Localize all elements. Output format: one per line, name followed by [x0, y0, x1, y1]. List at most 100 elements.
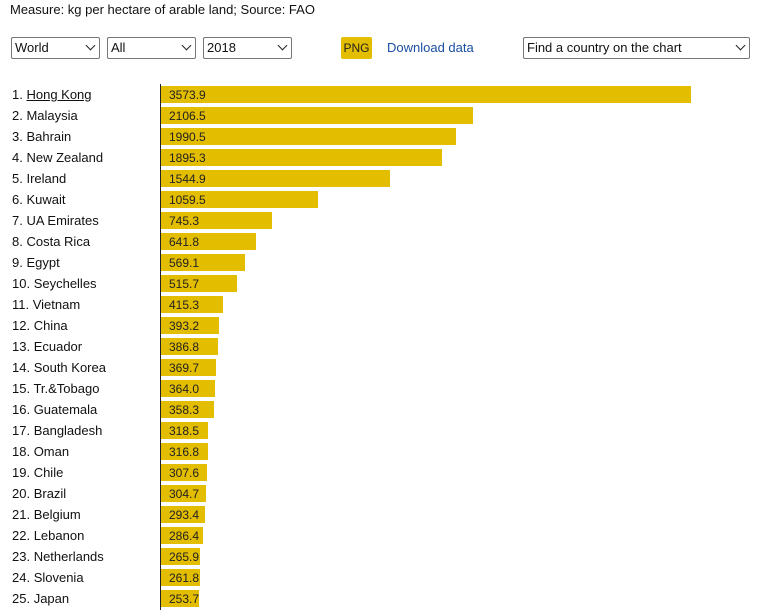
bar[interactable]: [161, 86, 691, 103]
png-button[interactable]: PNG: [341, 37, 372, 59]
bar[interactable]: [161, 380, 215, 397]
bar[interactable]: [161, 191, 318, 208]
chart-row[interactable]: 6. Kuwait 1059.5: [0, 189, 758, 210]
chart-row[interactable]: 14. South Korea 369.7: [0, 357, 758, 378]
chart-row[interactable]: 3. Bahrain 1990.5: [0, 126, 758, 147]
year-select-value: 2018: [207, 40, 236, 55]
country-name: Costa Rica: [26, 234, 91, 249]
chart-row[interactable]: 21. Belgium 293.4: [0, 504, 758, 525]
chart-row[interactable]: 23. Netherlands 265.9: [0, 546, 758, 567]
bar[interactable]: [161, 527, 203, 544]
bar[interactable]: [161, 317, 219, 334]
chart-row[interactable]: 22. Lebanon 286.4: [0, 525, 758, 546]
chart-row[interactable]: 4. New Zealand 1895.3: [0, 147, 758, 168]
rank-number: 2.: [12, 108, 27, 123]
chevron-down-icon: [277, 40, 288, 51]
bar-value-label: 369.7: [169, 361, 200, 375]
chevron-down-icon: [181, 40, 192, 51]
chart-row[interactable]: 1. Hong Kong 3573.9: [0, 84, 758, 105]
chart-row[interactable]: 9. Egypt 569.1: [0, 252, 758, 273]
region-select[interactable]: World: [11, 37, 100, 59]
chart-row[interactable]: 20. Brazil 304.7: [0, 483, 758, 504]
chart-row[interactable]: 24. Slovenia 261.8: [0, 567, 758, 588]
category-label: 25. Japan: [12, 591, 69, 606]
chart-row[interactable]: 7. UA Emirates 745.3: [0, 210, 758, 231]
country-name: Tr.&Tobago: [33, 381, 100, 396]
bar[interactable]: [161, 443, 208, 460]
country-name: Ireland: [26, 171, 67, 186]
country-name: China: [33, 318, 68, 333]
bar[interactable]: [161, 107, 473, 124]
bar[interactable]: [161, 485, 206, 502]
chart-row[interactable]: 18. Oman 316.8: [0, 441, 758, 462]
rank-number: 25.: [12, 591, 34, 606]
chart-row[interactable]: 25. Japan 253.7: [0, 588, 758, 609]
bar[interactable]: [161, 506, 205, 523]
rank-number: 6.: [12, 192, 27, 207]
year-select[interactable]: 2018: [203, 37, 292, 59]
chart-row[interactable]: 11. Vietnam 415.3: [0, 294, 758, 315]
rank-number: 14.: [12, 360, 34, 375]
rank-number: 20.: [12, 486, 34, 501]
chart-row[interactable]: 10. Seychelles 515.7: [0, 273, 758, 294]
chart-row[interactable]: 17. Bangladesh 318.5: [0, 420, 758, 441]
bar-value-label: 569.1: [169, 256, 200, 270]
country-name: Kuwait: [26, 192, 66, 207]
category-label: 16. Guatemala: [12, 402, 97, 417]
bar[interactable]: [161, 401, 214, 418]
country-name: Chile: [33, 465, 64, 480]
country-name: Netherlands: [33, 549, 104, 564]
bar[interactable]: [161, 212, 272, 229]
download-data-link[interactable]: Download data: [387, 40, 474, 55]
bar[interactable]: [161, 254, 245, 271]
chart-row[interactable]: 15. Tr.&Tobago 364.0: [0, 378, 758, 399]
bar[interactable]: [161, 569, 200, 586]
bar-value-label: 318.5: [169, 424, 200, 438]
category-label: 10. Seychelles: [12, 276, 97, 291]
category-label: 14. South Korea: [12, 360, 106, 375]
bar[interactable]: [161, 422, 208, 439]
chart-row[interactable]: 19. Chile 307.6: [0, 462, 758, 483]
bar[interactable]: [161, 464, 207, 481]
chart-row[interactable]: 2. Malaysia 2106.5: [0, 105, 758, 126]
measure-caption: Measure: kg per hectare of arable land; …: [10, 2, 315, 17]
rank-number: 7.: [12, 213, 27, 228]
chart-row[interactable]: 13. Ecuador 386.8: [0, 336, 758, 357]
bar-value-label: 386.8: [169, 340, 200, 354]
bar-value-label: 304.7: [169, 487, 200, 501]
category-label: 11. Vietnam: [12, 297, 80, 312]
category-label: 15. Tr.&Tobago: [12, 381, 99, 396]
chart-row[interactable]: 5. Ireland 1544.9: [0, 168, 758, 189]
chart-row[interactable]: 8. Costa Rica 641.8: [0, 231, 758, 252]
bar[interactable]: [161, 359, 216, 376]
category-label: 18. Oman: [12, 444, 69, 459]
rank-number: 11.: [12, 297, 33, 312]
category-label: 24. Slovenia: [12, 570, 84, 585]
bar-value-label: 1990.5: [169, 130, 206, 144]
country-name: Vietnam: [32, 297, 81, 312]
bar-value-label: 358.3: [169, 403, 200, 417]
bar[interactable]: [161, 338, 218, 355]
group-select[interactable]: All: [107, 37, 196, 59]
rank-number: 5.: [12, 171, 27, 186]
bar[interactable]: [161, 128, 456, 145]
country-name: Malaysia: [26, 108, 78, 123]
chart-row[interactable]: 16. Guatemala 358.3: [0, 399, 758, 420]
bar-value-label: 2106.5: [169, 109, 206, 123]
rank-number: 1.: [12, 87, 27, 102]
rank-number: 18.: [12, 444, 34, 459]
rank-number: 17.: [12, 423, 34, 438]
bar[interactable]: [161, 170, 390, 187]
bar-value-label: 261.8: [169, 571, 200, 585]
bar-value-label: 1544.9: [169, 172, 206, 186]
bar[interactable]: [161, 149, 442, 166]
bar[interactable]: [161, 296, 223, 313]
bar[interactable]: [161, 548, 200, 565]
bar[interactable]: [161, 233, 256, 250]
bar[interactable]: [161, 590, 199, 607]
find-country-select[interactable]: Find a country on the chart: [523, 37, 750, 59]
chart-row[interactable]: 12. China 393.2: [0, 315, 758, 336]
region-select-value: World: [15, 40, 49, 55]
category-label: 20. Brazil: [12, 486, 66, 501]
bar[interactable]: [161, 275, 237, 292]
